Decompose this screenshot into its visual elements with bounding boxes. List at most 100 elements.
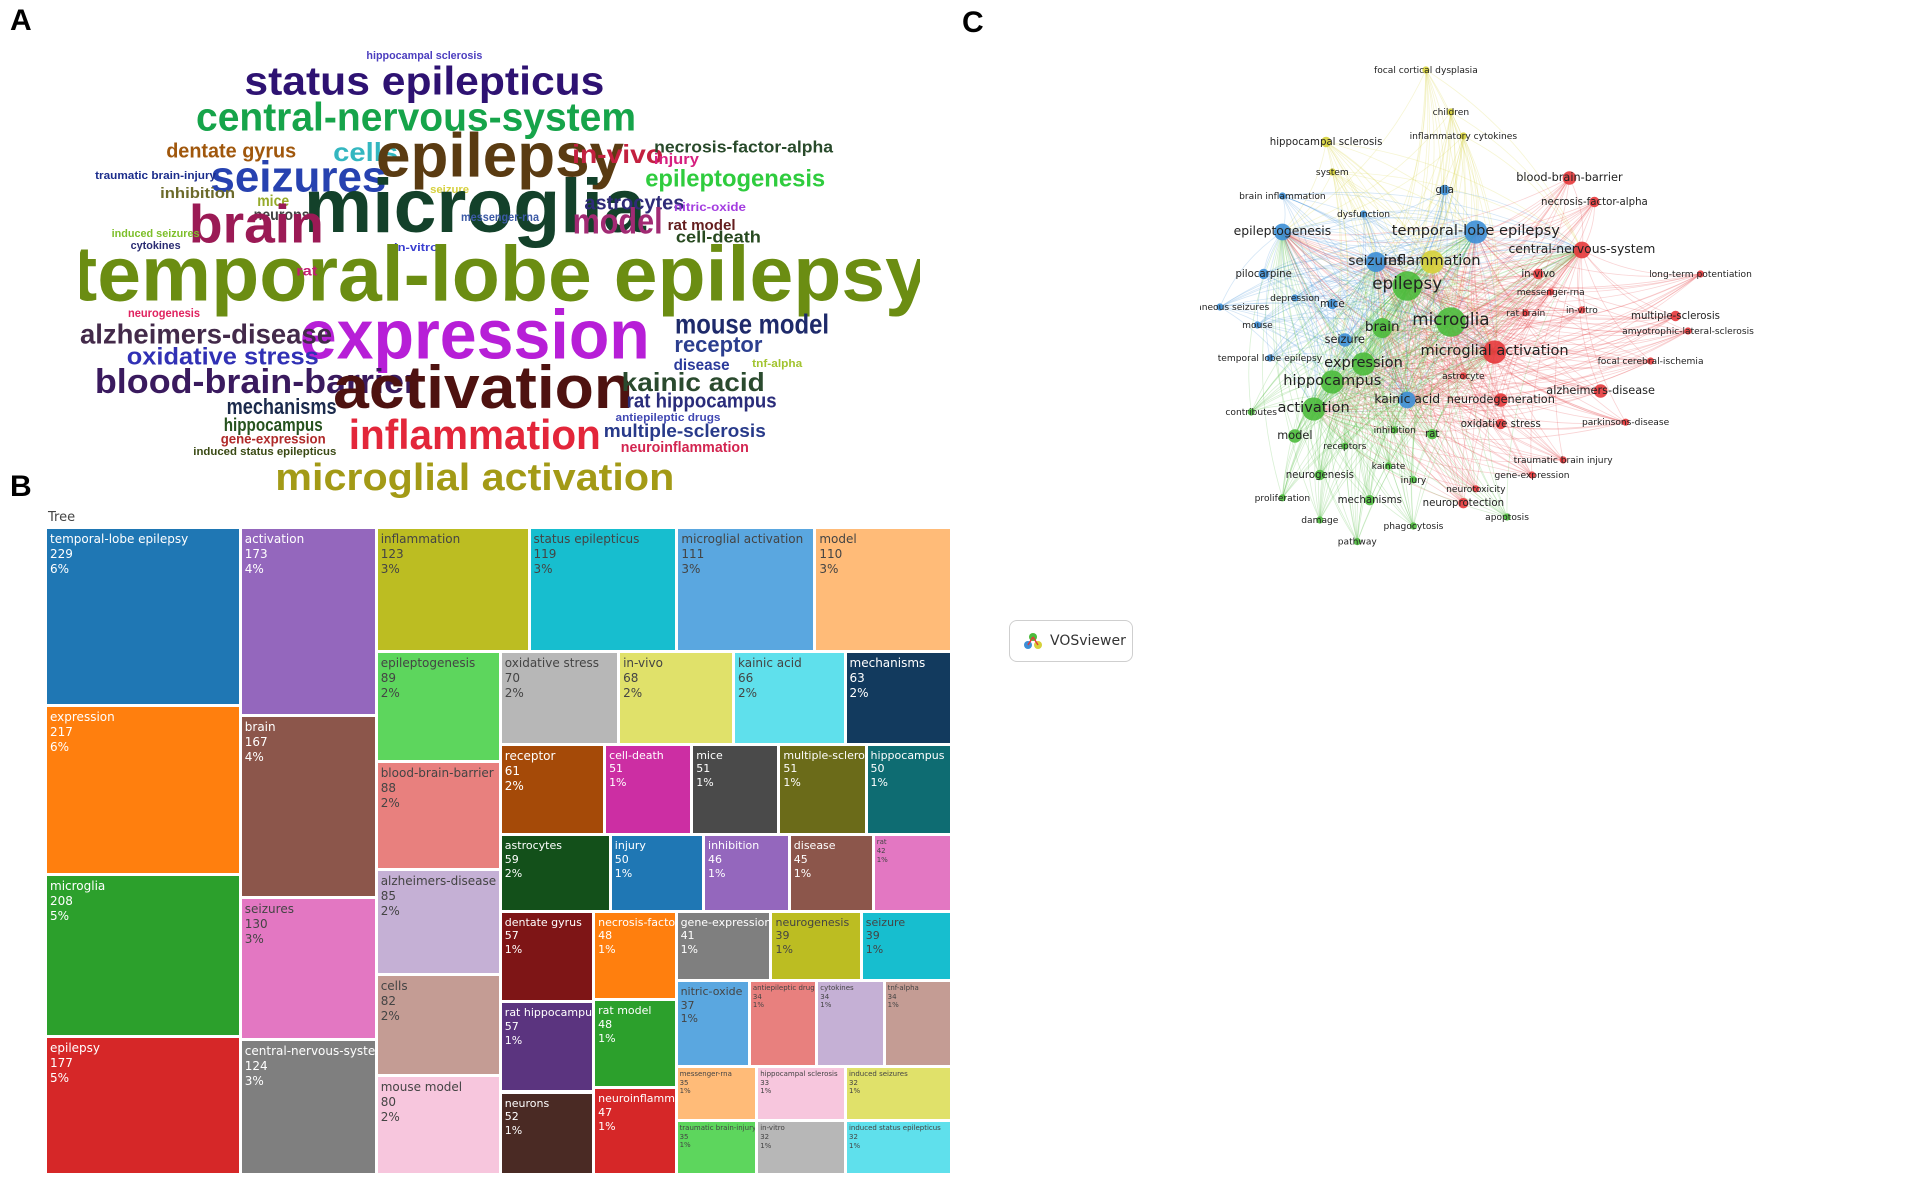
- network-edge: [1381, 327, 1433, 435]
- network-edge: [1381, 327, 1564, 461]
- network-edge: [1363, 211, 1477, 233]
- network-edge: [1282, 195, 1377, 263]
- cloud-word-alzheimers-disease: alzheimers-disease: [80, 318, 332, 349]
- network-edge: [1431, 261, 1626, 423]
- treemap-label: activation: [244, 532, 305, 546]
- network-edge: [1411, 231, 1477, 527]
- treemap-cell-neuroinflammation: neuroinflammation471%: [595, 1089, 678, 1176]
- network-edge: [1319, 363, 1364, 476]
- network-edge: [1382, 291, 1551, 330]
- network-edge: [1456, 231, 1477, 489]
- network-edge: [1407, 201, 1595, 401]
- network-edge: [1444, 189, 1459, 323]
- network-edge: [1331, 231, 1477, 383]
- cloud-word-rat: rat: [296, 263, 317, 279]
- treemap-cell-cytokines: cytokines 34 1%: [818, 981, 886, 1068]
- vosviewer-badge[interactable]: VOSviewer: [1009, 620, 1133, 662]
- network-edge: [1431, 261, 1689, 332]
- network-edge: [1363, 360, 1651, 385]
- network-edge: [1494, 273, 1701, 353]
- treemap-cell-inhibition: inhibition 46 1%: [705, 836, 791, 913]
- network-edge: [1269, 261, 1433, 359]
- network-edge: [1407, 273, 1701, 303]
- network-edge: [1407, 399, 1501, 408]
- network-node-gene-expression: [1528, 471, 1536, 479]
- network-edge: [1332, 231, 1476, 305]
- network-label-neurotoxicity: neurotoxicity: [1446, 485, 1506, 495]
- keyword-network: focal cortical dysplasia children inflamma…: [1200, 66, 1754, 548]
- network-edge: [1382, 315, 1676, 345]
- treemap-label: inflammation: [380, 532, 461, 546]
- treemap-percent: 1%: [598, 943, 616, 957]
- treemap-value: 34: [820, 992, 830, 1001]
- treemap-cell-model: model 110 3%: [816, 529, 953, 654]
- network-edge: [1282, 195, 1408, 401]
- network-edge: [1219, 306, 1333, 383]
- network-edge: [1487, 351, 1508, 518]
- network-node-model: [1288, 429, 1302, 443]
- treemap-cell-nitric-oxide: nitric-oxide 37 1%: [677, 981, 751, 1068]
- network-edge: [1363, 231, 1477, 365]
- network-edge: [1331, 171, 1349, 383]
- network-edge: [1263, 273, 1452, 323]
- network-edge: [1332, 321, 1451, 383]
- network-edge: [1263, 258, 1377, 275]
- treemap-percent: 1%: [760, 1141, 772, 1150]
- network-edge: [1375, 261, 1433, 435]
- treemap-percent: 1%: [679, 1087, 691, 1096]
- network-label-children: children: [1433, 108, 1470, 118]
- network-edge: [1369, 321, 1452, 501]
- network-edge: [1250, 285, 1408, 413]
- network-edge: [1332, 312, 1526, 383]
- network-edge: [1313, 312, 1527, 410]
- network-node-children: [1447, 108, 1455, 116]
- network-edge: [1382, 177, 1570, 329]
- cloud-word-in-vitro: in-vitro: [394, 242, 438, 254]
- network-label-focal-cortical-dysplasia: focal cortical dysplasia: [1374, 66, 1478, 76]
- network-edge: [1494, 330, 1689, 359]
- network-edge: [1431, 261, 1526, 314]
- treemap-percent: 3%: [244, 1073, 264, 1088]
- network-edge: [1332, 303, 1408, 401]
- network-edge: [1282, 231, 1501, 425]
- network-edge: [1282, 177, 1570, 236]
- network-edge: [1282, 193, 1477, 233]
- network-node-parkinsons-disease: [1622, 418, 1630, 426]
- network-edge: [1219, 243, 1582, 308]
- treemap-percent: 1%: [752, 1001, 764, 1010]
- network-edge: [1581, 249, 1626, 423]
- treemap-cell-alzheimers-disease: alzheimers-disease 85 2%: [377, 871, 502, 977]
- cloud-word-in-vivo: in-vivo: [572, 139, 663, 169]
- network-edge: [1475, 231, 1701, 277]
- network-edge: [1219, 306, 1364, 365]
- treemap-value: 82: [380, 994, 396, 1009]
- treemap-percent: 1%: [504, 943, 523, 957]
- network-edge: [1407, 312, 1527, 401]
- network-edge: [1366, 285, 1408, 501]
- network-edge: [1413, 249, 1583, 527]
- network-label-damage: damage: [1301, 516, 1339, 526]
- network-edge: [1363, 261, 1433, 365]
- network-edge: [1375, 261, 1539, 282]
- network-edge: [1329, 381, 1358, 542]
- network-node-phagocytosis: [1409, 522, 1418, 530]
- network-edge: [1282, 231, 1451, 323]
- treemap-cell-necrosis-factor-alpha: necrosis-factor-alpha481%: [595, 912, 678, 1002]
- network-edge: [1407, 390, 1601, 411]
- network-edge: [1381, 327, 1501, 401]
- network-edge: [1331, 381, 1414, 527]
- network-edge: [1282, 231, 1601, 392]
- cloud-word-neuroinflammation: neuroinflammation: [621, 439, 749, 456]
- network-edge: [1475, 231, 1583, 311]
- network-edge: [1332, 381, 1533, 476]
- network-edge: [1381, 327, 1533, 476]
- network-node-kainic-acid: [1398, 391, 1416, 409]
- treemap-cell-hippocampus: hippocampus 50 1%: [867, 745, 953, 837]
- network-node-alzheimers-disease: [1593, 384, 1608, 398]
- treemap-label: inhibition: [708, 839, 760, 853]
- cloud-word-rat-model: rat model: [668, 217, 736, 234]
- network-label-hippocampal-sclerosis: hippocampal sclerosis: [1270, 137, 1383, 148]
- network-edge: [1363, 363, 1501, 425]
- network-edge: [1429, 261, 1477, 489]
- network-edge: [1432, 249, 1583, 269]
